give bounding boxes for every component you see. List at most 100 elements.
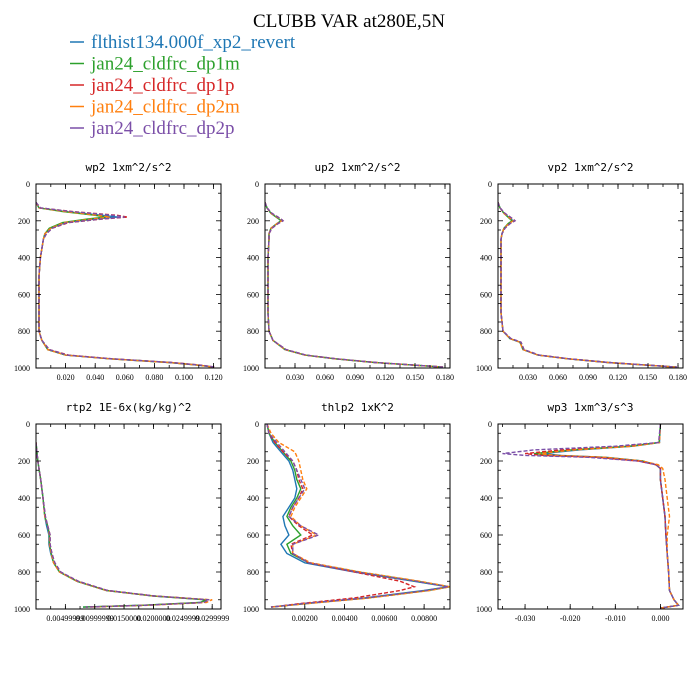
x-tick-label: 0.030 xyxy=(286,373,304,382)
legend-label: flthist134.000f_xp2_revert xyxy=(91,32,296,53)
y-tick-label: 400 xyxy=(247,254,259,263)
x-tick-label: 0.0249999 xyxy=(166,614,200,623)
plot-frame xyxy=(264,183,451,369)
x-tick-label: 0.180 xyxy=(669,373,687,382)
x-tick-label: 0.120 xyxy=(609,373,627,382)
x-tick-label: -0.020 xyxy=(560,614,581,623)
x-tick-label: 0.090 xyxy=(579,373,597,382)
x-tick-label: 0.00600 xyxy=(371,614,397,623)
series-group xyxy=(36,201,216,368)
y-tick-label: 600 xyxy=(247,290,259,299)
series-group xyxy=(36,442,213,608)
panel-title: up2 1xm^2/s^2 xyxy=(314,161,400,174)
legend-label: jan24_cldfrc_dp2p xyxy=(90,118,235,139)
series-line xyxy=(266,424,417,608)
y-tick-label: 0 xyxy=(255,180,259,189)
y-tick-label: 400 xyxy=(247,494,259,503)
plot-frame xyxy=(497,183,684,369)
plot-frame xyxy=(35,183,222,369)
x-tick-label: 0.180 xyxy=(436,373,454,382)
panels: wp2 1xm^2/s^2 0 200 400 600 800 1000 0.020 0.040… xyxy=(14,161,687,623)
x-tick-label: 0.000 xyxy=(651,614,669,623)
series-line xyxy=(36,202,214,368)
x-tick-label: 0.00999999 xyxy=(76,614,114,623)
series-line xyxy=(538,424,680,609)
y-tick-label: 200 xyxy=(18,217,30,226)
legend-label: jan24_cldfrc_dp1m xyxy=(90,54,240,75)
y-tick-label: 400 xyxy=(18,254,30,263)
y-tick-label: 200 xyxy=(480,217,492,226)
x-tick-label: 0.120 xyxy=(376,373,394,382)
panel-title: thlp2 1xK^2 xyxy=(321,401,394,414)
y-tick-label: 1000 xyxy=(14,605,30,614)
y-tick-label: 400 xyxy=(480,494,492,503)
x-tick-label: 0.00800 xyxy=(411,614,437,623)
x-tick-label: 0.080 xyxy=(145,373,163,382)
x-tick-label: 0.100 xyxy=(175,373,193,382)
series-line xyxy=(36,442,210,608)
x-tick-label: 0.00400 xyxy=(332,614,358,623)
x-tick-label: 0.0200000 xyxy=(136,614,170,623)
y-tick-label: 600 xyxy=(480,531,492,540)
series-line xyxy=(265,202,445,368)
series-line xyxy=(266,424,450,608)
y-tick-label: 200 xyxy=(18,457,30,466)
panel-4: rtp2 1E-6x(kg/kg)^2 0 200 400 600 800 1000 0.00… xyxy=(14,401,229,623)
y-tick-label: 600 xyxy=(18,290,30,299)
x-tick-label: 0.00200 xyxy=(292,614,318,623)
x-tick-label: 0.090 xyxy=(346,373,364,382)
x-tick-label: 0.0150000 xyxy=(107,614,141,623)
panel-1: wp2 1xm^2/s^2 0 200 400 600 800 1000 0.020 0.040… xyxy=(14,161,223,382)
x-tick-label: 0.120 xyxy=(205,373,223,382)
y-tick-label: 0 xyxy=(255,420,259,429)
y-tick-label: 1000 xyxy=(476,605,492,614)
y-tick-label: 800 xyxy=(18,327,30,336)
panel-title: wp2 1xm^2/s^2 xyxy=(85,161,171,174)
panel-title: rtp2 1E-6x(kg/kg)^2 xyxy=(66,401,192,414)
y-tick-label: 600 xyxy=(247,531,259,540)
series-line xyxy=(498,202,678,368)
series-line xyxy=(498,202,678,368)
y-tick-label: 1000 xyxy=(14,364,30,373)
series-line xyxy=(36,442,207,608)
y-tick-label: 400 xyxy=(18,494,30,503)
x-tick-label: 0.020 xyxy=(57,373,75,382)
series-line xyxy=(36,202,214,368)
x-tick-label: 0.060 xyxy=(116,373,134,382)
y-tick-label: 200 xyxy=(480,457,492,466)
panel-6: wp3 1xm^3/s^3 0 200 400 600 800 1000 -0.030 -0.0… xyxy=(476,401,684,623)
series-line xyxy=(265,202,444,368)
series-group xyxy=(265,202,445,368)
y-tick-label: 0 xyxy=(488,180,492,189)
y-tick-label: 600 xyxy=(480,290,492,299)
series-group xyxy=(498,202,678,368)
series-line xyxy=(265,202,445,368)
series-line xyxy=(498,202,677,368)
x-tick-label: 0.040 xyxy=(86,373,104,382)
y-tick-label: 0 xyxy=(488,420,492,429)
y-tick-label: 1000 xyxy=(243,364,259,373)
series-line xyxy=(266,424,450,608)
y-tick-label: 800 xyxy=(247,568,259,577)
legend: flthist134.000f_xp2_revertjan24_cldfrc_d… xyxy=(70,32,296,139)
series-line xyxy=(266,424,449,608)
series-line xyxy=(502,424,680,609)
y-tick-label: 800 xyxy=(18,568,30,577)
y-tick-label: 800 xyxy=(247,327,259,336)
panel-3: vp2 1xm^2/s^2 0 200 400 600 800 1000 0.030 0.060… xyxy=(476,161,687,382)
y-tick-label: 400 xyxy=(480,254,492,263)
series-line xyxy=(498,202,677,368)
plot-frame xyxy=(497,423,684,610)
series-line xyxy=(498,202,677,368)
x-tick-label: 0.150 xyxy=(406,373,424,382)
x-tick-label: 0.150 xyxy=(639,373,657,382)
y-tick-label: 200 xyxy=(247,457,259,466)
y-tick-label: 600 xyxy=(18,531,30,540)
series-line xyxy=(36,202,214,368)
figure-title: CLUBB VAR at280E,5N xyxy=(253,11,445,32)
panel-title: wp3 1xm^3/s^3 xyxy=(547,401,633,414)
series-group xyxy=(502,424,680,609)
series-line xyxy=(525,424,680,609)
series-line xyxy=(36,442,213,608)
